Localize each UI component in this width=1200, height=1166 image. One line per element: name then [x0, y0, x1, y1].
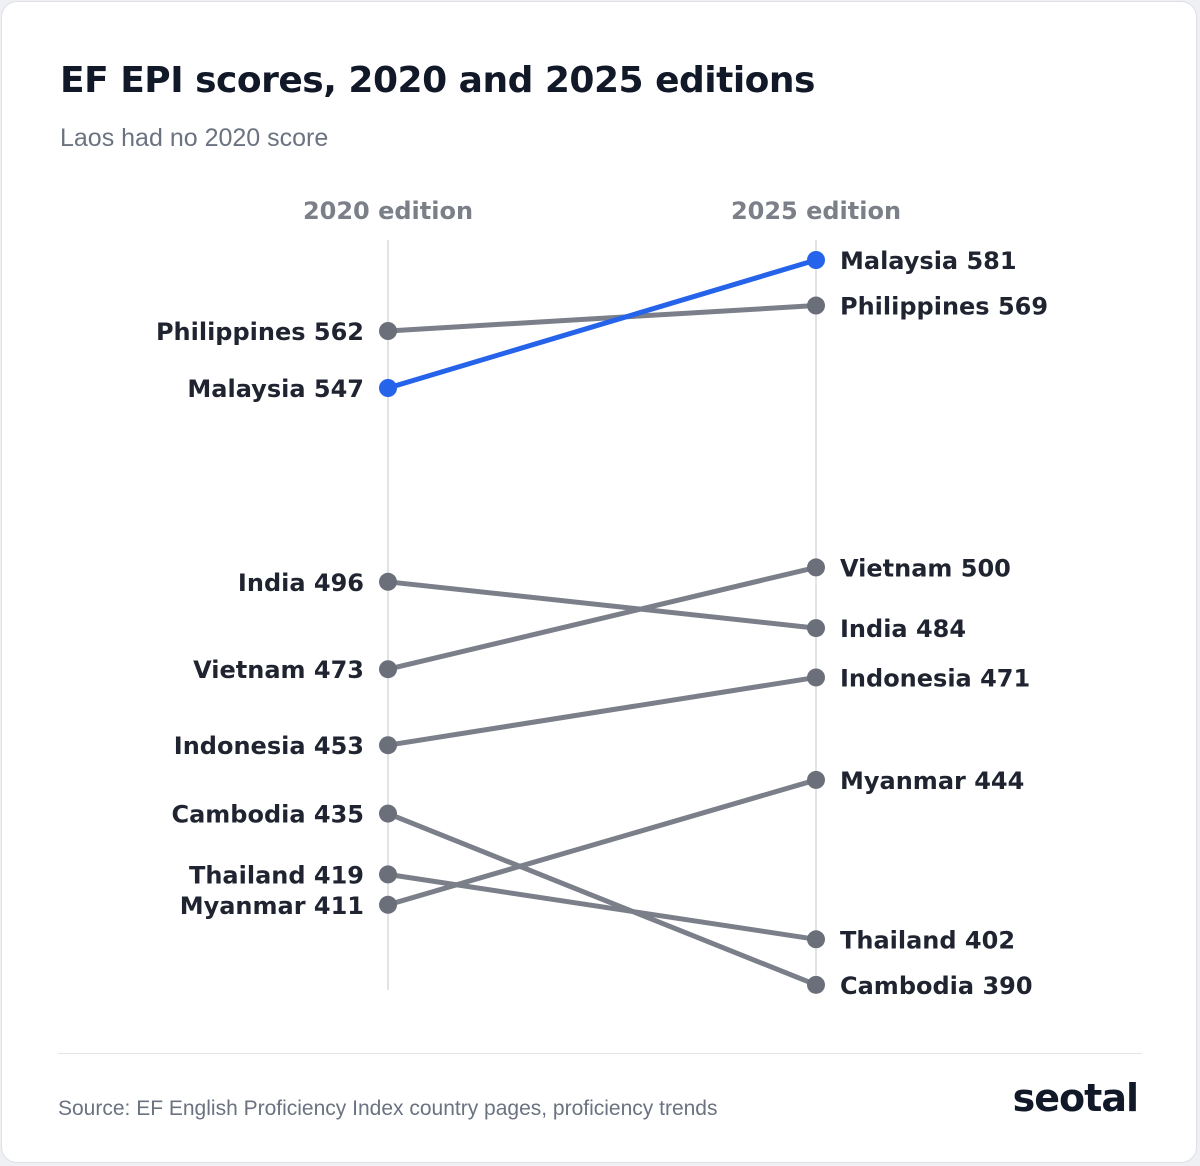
- chart-title: EF EPI scores, 2020 and 2025 editions: [60, 60, 815, 101]
- brand-logo: seotal: [1012, 1076, 1139, 1120]
- dot-india-2025: [807, 619, 825, 638]
- dot-indonesia-2025: [807, 668, 825, 687]
- dot-thailand-2025: [807, 930, 825, 949]
- label-cambodia-2025: Cambodia 390: [840, 972, 1033, 1000]
- label-philippines-2020: Philippines 562: [156, 318, 364, 346]
- dot-india-2020: [379, 572, 397, 591]
- line-india: [385, 579, 819, 631]
- line-philippines: [385, 303, 819, 334]
- label-philippines-2025: Philippines 569: [840, 293, 1048, 321]
- slope-lines: [385, 257, 819, 988]
- footer-divider: [58, 1053, 1142, 1054]
- dot-vietnam-2025: [807, 558, 825, 577]
- label-cambodia-2020: Cambodia 435: [171, 801, 364, 829]
- dot-myanmar-2025: [807, 770, 825, 789]
- line-myanmar: [385, 777, 819, 908]
- line-cambodia: [385, 811, 819, 988]
- dot-myanmar-2020: [379, 895, 397, 914]
- dot-thailand-2020: [379, 865, 397, 884]
- line-malaysia: [385, 257, 819, 391]
- label-thailand-2020: Thailand 419: [189, 861, 364, 889]
- column-header-2025: 2025 edition: [731, 197, 901, 225]
- label-india-2025: India 484: [840, 615, 966, 643]
- dot-cambodia-2025: [807, 975, 825, 994]
- dot-vietnam-2020: [379, 660, 397, 679]
- label-vietnam-2025: Vietnam 500: [840, 554, 1011, 582]
- line-indonesia: [385, 674, 819, 748]
- label-indonesia-2025: Indonesia 471: [840, 664, 1030, 692]
- dot-philippines-2025: [807, 296, 825, 315]
- label-malaysia-2025: Malaysia 581: [840, 247, 1017, 275]
- dot-indonesia-2020: [379, 736, 397, 755]
- label-myanmar-2025: Myanmar 444: [840, 767, 1024, 795]
- label-malaysia-2020: Malaysia 547: [187, 375, 364, 403]
- slope-labels: Philippines 562 Philippines 569 India 496 I…: [156, 247, 1048, 1000]
- dot-cambodia-2020: [379, 804, 397, 823]
- dot-malaysia-2020: [379, 379, 397, 397]
- label-indonesia-2020: Indonesia 453: [174, 732, 364, 760]
- chart-subtitle: Laos had no 2020 score: [60, 124, 329, 152]
- label-thailand-2025: Thailand 402: [840, 926, 1015, 954]
- label-india-2020: India 496: [238, 569, 364, 597]
- column-header-2020: 2020 edition: [303, 197, 473, 225]
- source-note: Source: EF English Proficiency Index cou…: [58, 1097, 718, 1120]
- dot-malaysia-2025: [807, 251, 825, 269]
- dot-philippines-2020: [379, 322, 397, 340]
- label-vietnam-2020: Vietnam 473: [193, 656, 364, 684]
- slope-dots: [379, 251, 825, 994]
- line-vietnam: [385, 564, 819, 672]
- label-myanmar-2020: Myanmar 411: [180, 892, 364, 920]
